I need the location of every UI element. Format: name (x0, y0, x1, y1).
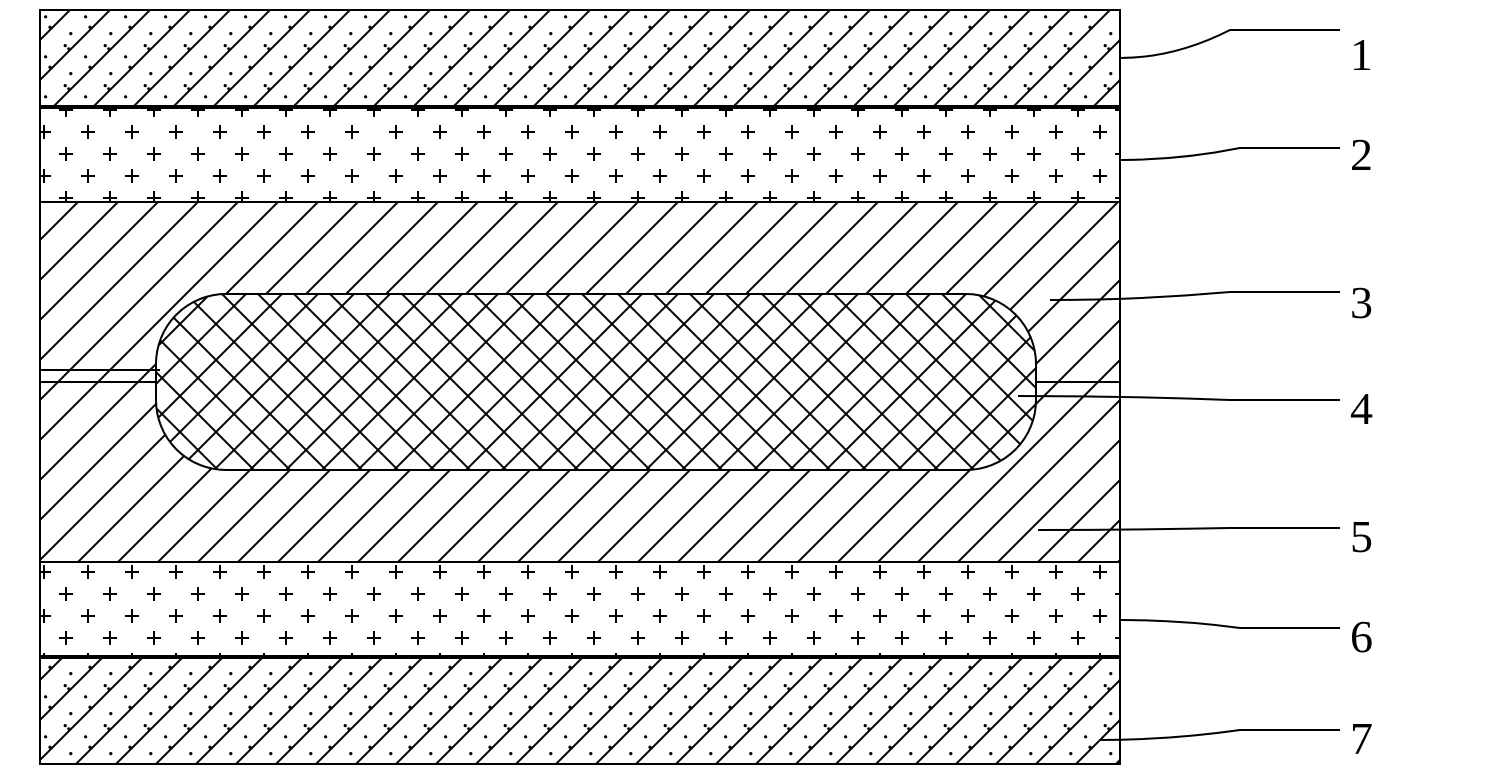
layer-2 (40, 108, 1120, 202)
core-layer-4 (156, 294, 1036, 470)
layer-7 (40, 658, 1120, 764)
label-4: 4 (1350, 383, 1373, 434)
layer-1 (40, 10, 1120, 106)
labels-group: 1 2 3 4 5 6 7 (1350, 29, 1373, 764)
label-5: 5 (1350, 511, 1373, 562)
cross-section-diagram: 1 2 3 4 5 6 7 (0, 0, 1500, 774)
label-1: 1 (1350, 29, 1373, 80)
label-6: 6 (1350, 611, 1373, 662)
label-3: 3 (1350, 277, 1373, 328)
leader-line-1 (1120, 30, 1340, 58)
leader-line-7 (1100, 730, 1340, 740)
core-group (156, 294, 1036, 470)
leader-line-6 (1120, 620, 1340, 628)
leader-line-2 (1120, 148, 1340, 160)
layer-6 (40, 562, 1120, 656)
label-7: 7 (1350, 713, 1373, 764)
label-2: 2 (1350, 129, 1373, 180)
